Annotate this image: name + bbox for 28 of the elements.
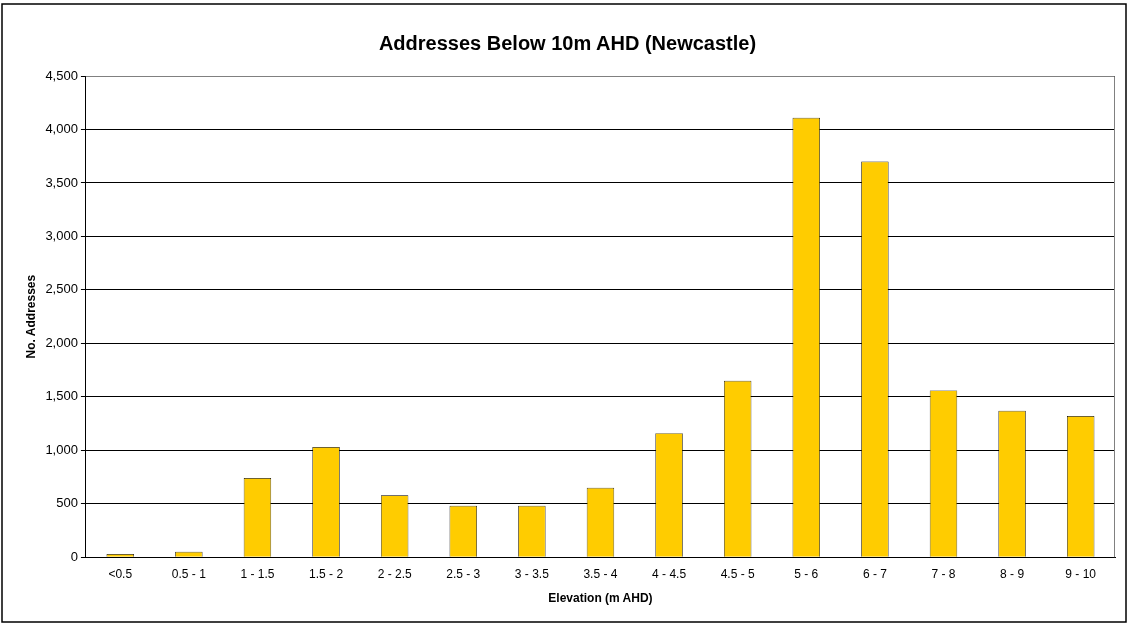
- x-tick-label: 3.5 - 4: [583, 566, 618, 581]
- x-tick-label: <0.5: [108, 566, 133, 581]
- x-axis-title: Elevation (m AHD): [548, 591, 653, 606]
- y-tick-label: 3,000: [45, 227, 78, 243]
- y-tick-label: 4,000: [45, 121, 78, 137]
- x-tick-label: 4.5 - 5: [720, 566, 756, 581]
- y-tick-label: 0: [70, 548, 78, 564]
- y-tick-label: 2,000: [45, 334, 78, 350]
- y-tick-label: 3,500: [45, 174, 78, 190]
- x-tick-label: 2.5 - 3: [446, 566, 481, 581]
- x-tick-label: 9 - 10: [1065, 566, 1097, 581]
- y-tick-label: 2,500: [45, 281, 78, 297]
- y-tick-label: 1,000: [45, 441, 78, 457]
- x-tick-label: 5 - 6: [794, 566, 819, 581]
- x-tick-label: 6 - 7: [862, 566, 888, 581]
- x-tick-label: 3 - 3.5: [514, 566, 550, 581]
- y-tick-label: 1,500: [45, 388, 78, 404]
- y-axis-title: No. Addresses: [23, 274, 38, 359]
- y-tick-label: 4,500: [45, 67, 78, 83]
- x-tick-label: 2 - 2.5: [377, 566, 412, 581]
- x-tick-label: 1 - 1.5: [240, 566, 275, 581]
- x-tick-label: 0.5 - 1: [171, 566, 207, 581]
- x-tick-label: 7 - 8: [931, 566, 956, 581]
- y-tick-label: 500: [56, 495, 78, 511]
- x-tick-label: 8 - 9: [1000, 566, 1025, 581]
- chart-title: Addresses Below 10m AHD (Newcastle): [378, 31, 757, 54]
- x-tick-label: 4 - 4.5: [652, 566, 687, 581]
- x-tick-label: 1.5 - 2: [309, 566, 344, 581]
